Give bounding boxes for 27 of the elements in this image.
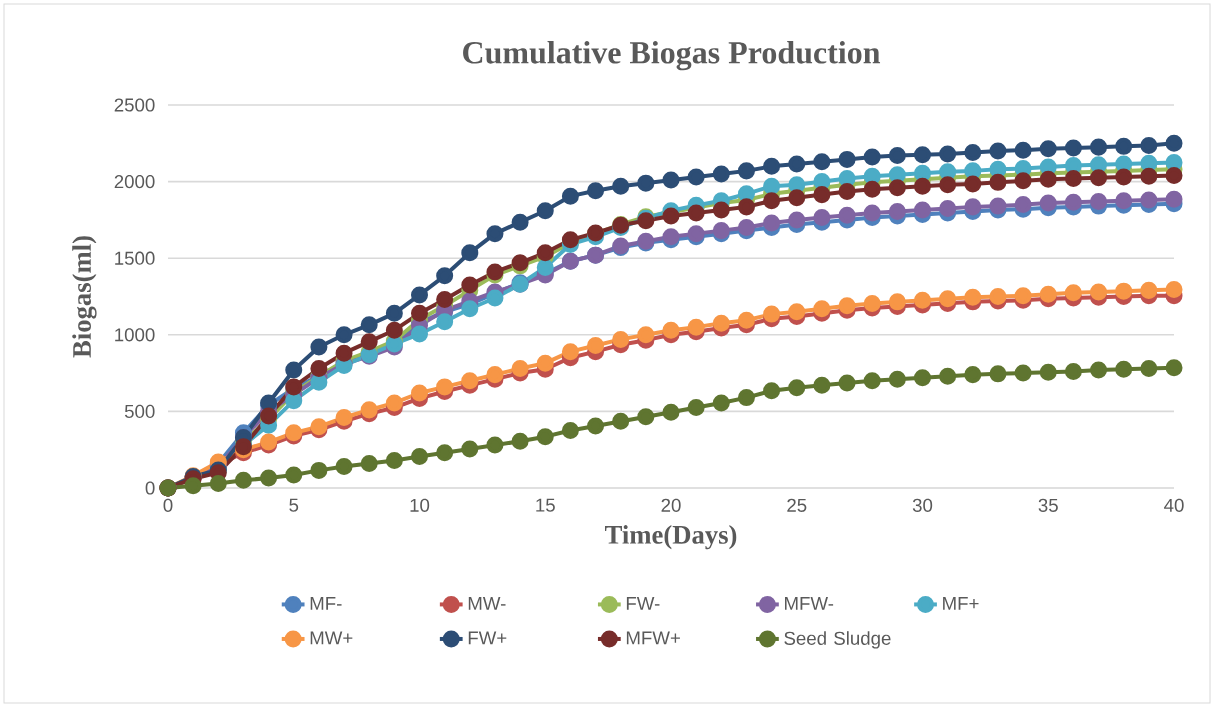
y-tick-label: 500 <box>124 404 155 419</box>
legend-label: FW+ <box>468 631 507 645</box>
x-tick-label: 35 <box>1038 498 1058 512</box>
x-tick-label: 0 <box>163 498 173 512</box>
legend-label: MF+ <box>943 597 979 610</box>
y-tick-label: 2000 <box>114 174 155 189</box>
legend-label: MF- <box>310 597 342 610</box>
legend-label: MFW- <box>785 597 834 610</box>
legend-label: FW- <box>626 597 660 610</box>
y-tick-label: 1500 <box>115 251 155 265</box>
x-tick-label: 25 <box>787 498 807 512</box>
legend-label: Seed Sludge <box>784 631 891 649</box>
x-tick-label: 5 <box>289 498 299 512</box>
x-tick-label: 10 <box>410 498 430 512</box>
legend-label: MW+ <box>310 631 353 645</box>
x-tick-label: 30 <box>912 498 933 512</box>
chart-title: Cumulative Biogas Production <box>463 41 881 71</box>
x-tick-label: 20 <box>661 498 681 512</box>
x-axis-title: Time(Days) <box>605 525 737 550</box>
y-tick-label: 1000 <box>115 328 155 342</box>
x-tick-label: 15 <box>536 498 555 512</box>
legend-label: MFW+ <box>626 631 680 645</box>
y-tick-label: 2500 <box>114 98 155 112</box>
x-tick-label: 40 <box>1164 498 1184 512</box>
y-axis-title: Biogas(ml) <box>72 236 97 358</box>
y-tick-label: 0 <box>145 481 155 495</box>
legend-label: MW- <box>468 597 506 610</box>
